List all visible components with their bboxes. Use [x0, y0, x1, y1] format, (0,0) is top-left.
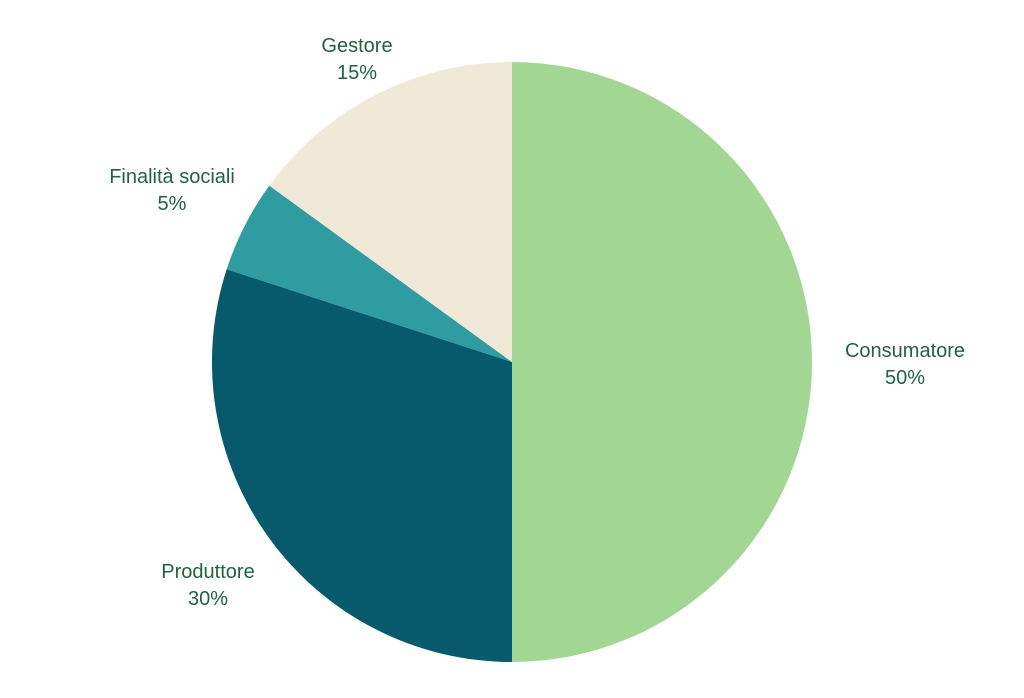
slice-label-name: Produttore [161, 561, 254, 583]
slice-label-value: 5% [158, 193, 187, 215]
slice-label-name: Consumatore [845, 340, 965, 362]
slice-label-name: Gestore [321, 35, 392, 57]
slice-label-value: 30% [188, 588, 228, 610]
slice-label-value: 15% [337, 62, 377, 84]
slice-label-name: Finalità sociali [109, 166, 235, 188]
pie-slice-consumatore [512, 62, 812, 662]
pie-slice-produttore [211, 269, 512, 662]
pie-labels: Consumatore 50% Produttore 30% Finalità soci… [109, 35, 965, 610]
pie-slice-finalità-sociali [226, 185, 512, 362]
pie-slice-gestore [269, 61, 512, 362]
slice-label-value: 50% [885, 367, 925, 389]
pie-slices [211, 61, 812, 662]
